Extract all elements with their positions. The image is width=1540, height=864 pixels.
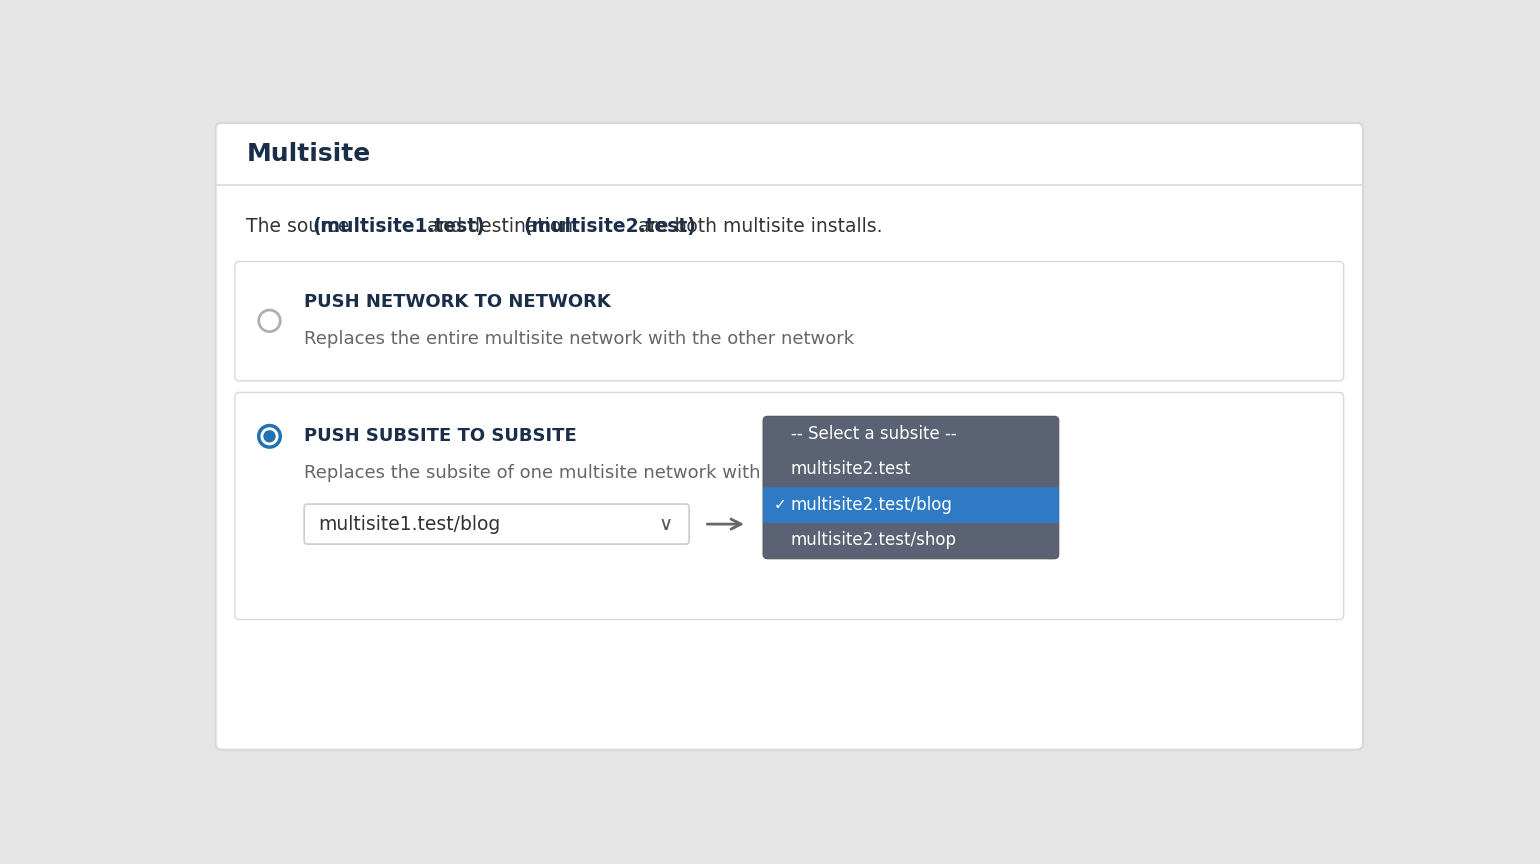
Text: Replaces the subsite of one multisite network with the subsite of the: Replaces the subsite of one multisite ne… — [303, 464, 926, 482]
FancyBboxPatch shape — [764, 416, 1060, 559]
Text: are both multisite installs.: are both multisite installs. — [631, 218, 882, 237]
FancyBboxPatch shape — [234, 262, 1343, 381]
FancyBboxPatch shape — [216, 123, 1363, 750]
Text: Multisite: Multisite — [246, 142, 371, 166]
Circle shape — [259, 310, 280, 332]
Text: PUSH NETWORK TO NETWORK: PUSH NETWORK TO NETWORK — [303, 293, 611, 310]
Text: (multisite2.test): (multisite2.test) — [524, 218, 696, 237]
Bar — [764, 487, 1060, 523]
Text: multisite2.test/blog: multisite2.test/blog — [792, 496, 953, 514]
FancyBboxPatch shape — [234, 392, 1343, 619]
Text: multisite1.test/blog: multisite1.test/blog — [317, 515, 501, 534]
Text: The source: The source — [246, 218, 356, 237]
Text: (multisite1.test): (multisite1.test) — [313, 218, 485, 237]
FancyBboxPatch shape — [303, 504, 690, 544]
Text: -- Select a subsite --: -- Select a subsite -- — [792, 425, 956, 443]
Text: and destination: and destination — [420, 218, 579, 237]
Text: Replaces the entire multisite network with the other network: Replaces the entire multisite network wi… — [303, 329, 855, 347]
Text: PUSH SUBSITE TO SUBSITE: PUSH SUBSITE TO SUBSITE — [303, 428, 578, 445]
Text: multisite2.test: multisite2.test — [792, 461, 912, 479]
Circle shape — [259, 426, 280, 447]
Text: ✓: ✓ — [775, 498, 787, 512]
Text: ∨: ∨ — [659, 515, 673, 534]
Text: multisite2.test/shop: multisite2.test/shop — [792, 531, 956, 550]
Circle shape — [263, 430, 276, 442]
